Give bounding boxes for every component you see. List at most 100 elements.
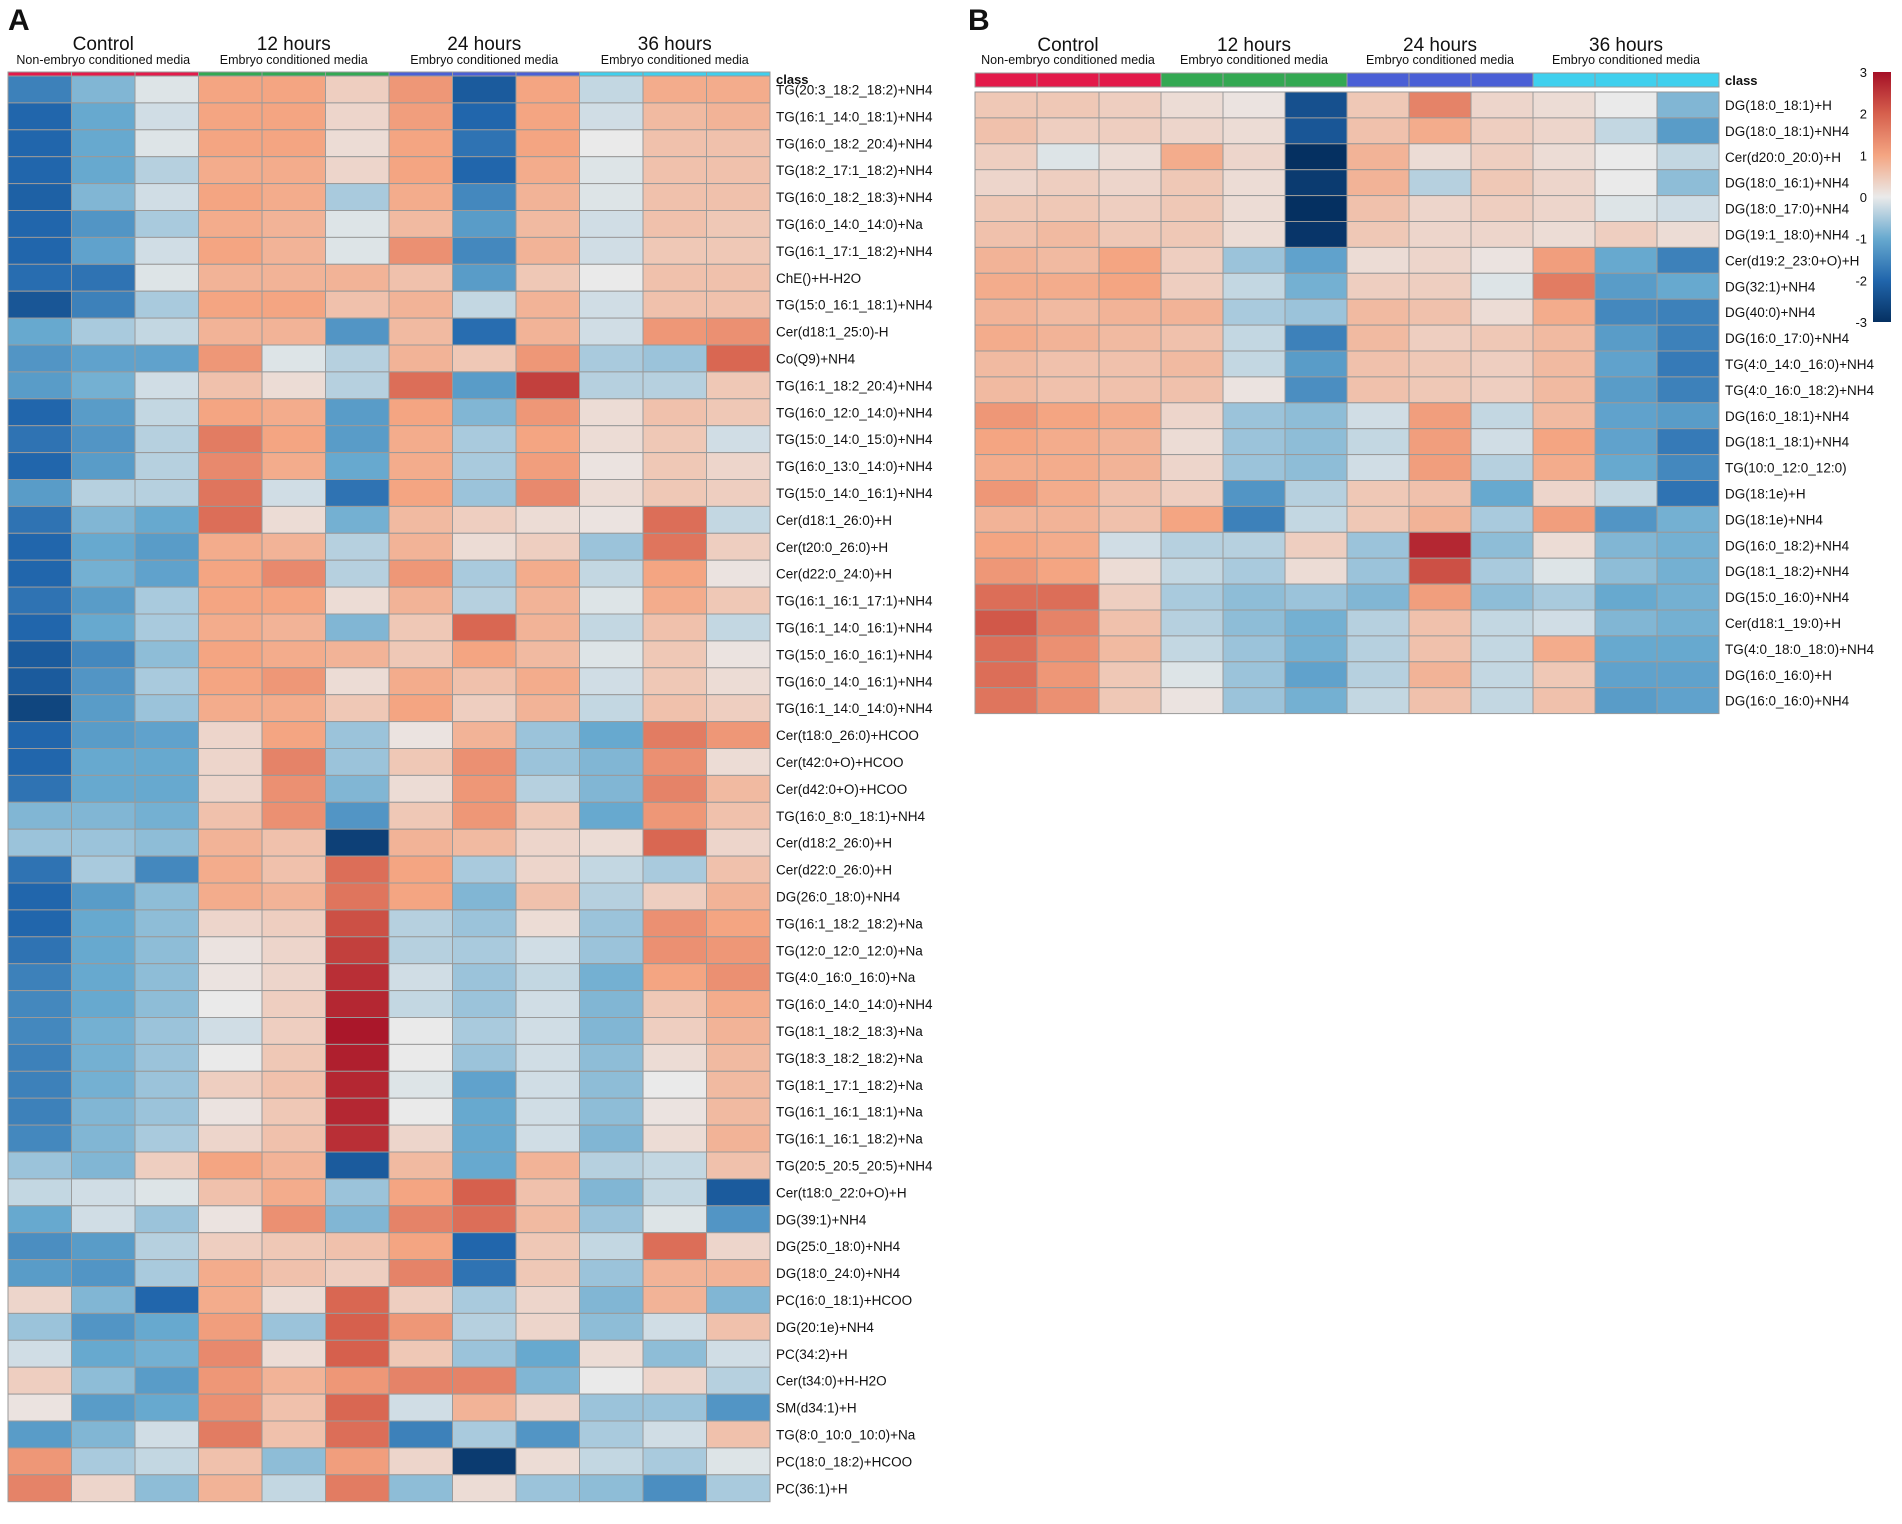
heatmap-cell <box>1222 480 1286 507</box>
heatmap-cell <box>198 156 263 185</box>
row-label: TG(16:1_16:1_18:2)+Na <box>776 1132 923 1147</box>
heatmap-cell <box>325 721 390 749</box>
heatmap-cell <box>1160 454 1224 482</box>
heatmap-cell <box>452 1232 517 1261</box>
heatmap-cell <box>1346 350 1410 378</box>
heatmap-cell <box>198 1339 263 1368</box>
heatmap-cell <box>1470 117 1534 145</box>
heatmap-cell <box>579 1070 644 1099</box>
heatmap-cell <box>452 290 517 319</box>
heatmap-cell <box>7 855 72 884</box>
heatmap-cell <box>71 963 136 992</box>
heatmap-cell <box>261 236 326 265</box>
heatmap-cell <box>1470 350 1534 378</box>
heatmap-cell <box>261 210 326 238</box>
heatmap-cell <box>198 721 263 749</box>
heatmap-cell <box>452 210 517 238</box>
heatmap-cell <box>261 640 326 669</box>
heatmap-cell <box>1160 583 1224 611</box>
colorbar-tick-label: 2 <box>1860 107 1867 122</box>
heatmap-cell <box>1346 91 1410 119</box>
heatmap-cell <box>388 1232 453 1261</box>
heatmap-cell <box>7 236 72 265</box>
heatmap-cell <box>1594 687 1658 715</box>
heatmap-cell <box>325 667 390 696</box>
heatmap-cell <box>1470 531 1534 559</box>
heatmap-cell <box>452 559 517 588</box>
class-bar-cell <box>974 72 1038 88</box>
heatmap-cell <box>642 236 707 265</box>
heatmap-cell <box>1346 272 1410 300</box>
heatmap-cell <box>974 635 1038 663</box>
heatmap-cell <box>579 1178 644 1207</box>
heatmap-cell <box>1098 246 1162 274</box>
heatmap-cell <box>642 344 707 373</box>
heatmap-cell <box>388 102 453 131</box>
heatmap-cell <box>134 721 199 749</box>
heatmap-cell <box>261 1232 326 1261</box>
heatmap-cell <box>134 774 199 803</box>
heatmap-cell <box>579 1366 644 1395</box>
heatmap-cell <box>198 667 263 696</box>
heatmap-cell <box>452 1097 517 1126</box>
heatmap-cell <box>706 1017 771 1045</box>
row-label: Cer(d22:0_24:0)+H <box>776 567 892 582</box>
heatmap-cell <box>706 1447 771 1476</box>
heatmap-cell <box>706 667 771 696</box>
heatmap-cell <box>452 586 517 615</box>
heatmap-cell <box>452 1339 517 1368</box>
heatmap-cell <box>1036 583 1100 611</box>
heatmap-cell <box>325 102 390 131</box>
heatmap-cell <box>134 1178 199 1207</box>
heatmap-cell <box>706 505 771 534</box>
heatmap-cell <box>452 425 517 454</box>
heatmap-cell <box>71 1205 136 1234</box>
row-label: TG(16:0_14:0_16:1)+NH4 <box>776 674 933 689</box>
row-label: TG(20:3_18:2_18:2)+NH4 <box>776 82 933 97</box>
heatmap-cell <box>1346 635 1410 663</box>
heatmap-cell <box>1656 143 1720 171</box>
heatmap-cell <box>388 721 453 749</box>
row-label: PC(16:0_18:1)+HCOO <box>776 1293 912 1308</box>
heatmap-cell <box>642 102 707 131</box>
heatmap-cell <box>134 102 199 131</box>
heatmap-cell <box>7 990 72 1018</box>
heatmap-cell <box>198 532 263 561</box>
heatmap-cell <box>579 532 644 561</box>
heatmap-cell <box>71 748 136 776</box>
heatmap-cell <box>1098 91 1162 119</box>
heatmap-cell <box>579 344 644 373</box>
heatmap-cell <box>388 505 453 534</box>
heatmap-cell <box>325 75 390 104</box>
heatmap-cell <box>1408 402 1472 430</box>
heatmap-cell <box>1098 557 1162 585</box>
heatmap-cell <box>388 1070 453 1099</box>
heatmap-cell <box>134 1312 199 1341</box>
row-label: TG(16:0_14:0_14:0)+NH4 <box>776 997 933 1012</box>
heatmap-cell <box>452 236 517 265</box>
row-label: DG(26:0_18:0)+NH4 <box>776 889 901 904</box>
heatmap-cell <box>642 694 707 723</box>
heatmap-cell <box>706 694 771 723</box>
heatmap-cell <box>1036 350 1100 378</box>
heatmap-cell <box>1160 143 1224 171</box>
heatmap-cell <box>7 344 72 373</box>
heatmap-cell <box>71 1097 136 1126</box>
heatmap-cell <box>1594 609 1658 637</box>
heatmap-cell <box>388 479 453 507</box>
group-subtitle: Non-embryo conditioned media <box>16 53 190 67</box>
heatmap-cell <box>579 1447 644 1476</box>
heatmap-cell <box>7 1393 72 1422</box>
heatmap-cell <box>1594 583 1658 611</box>
heatmap-cell <box>452 1017 517 1045</box>
class-bar-cell <box>1470 72 1534 88</box>
heatmap-cell <box>134 1124 199 1153</box>
row-label: DG(16:0_18:2)+NH4 <box>1725 538 1850 553</box>
heatmap-cell <box>579 882 644 911</box>
heatmap-cell <box>706 801 771 830</box>
class-bar-cell <box>1098 72 1162 88</box>
heatmap-cell <box>515 774 580 803</box>
heatmap-cell <box>706 290 771 319</box>
heatmap-cell <box>198 774 263 803</box>
